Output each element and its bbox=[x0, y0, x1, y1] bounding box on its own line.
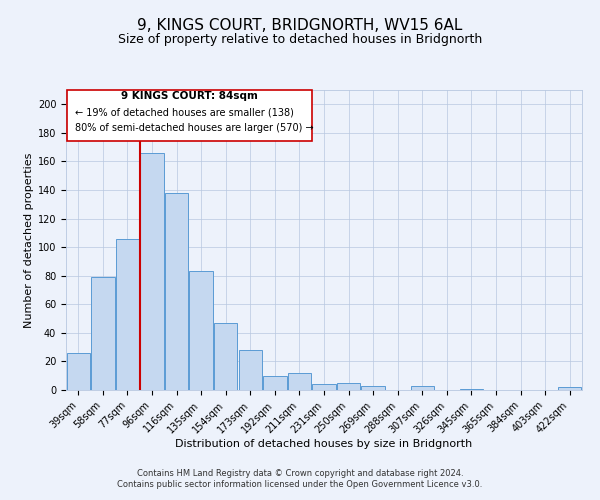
FancyBboxPatch shape bbox=[67, 90, 312, 142]
Bar bbox=[558, 387, 581, 390]
Bar bbox=[263, 376, 287, 390]
Bar bbox=[288, 373, 311, 390]
Bar bbox=[460, 388, 483, 390]
Text: 80% of semi-detached houses are larger (570) →: 80% of semi-detached houses are larger (… bbox=[74, 123, 313, 133]
Bar bbox=[190, 272, 213, 390]
Bar bbox=[361, 386, 385, 390]
Text: Size of property relative to detached houses in Bridgnorth: Size of property relative to detached ho… bbox=[118, 32, 482, 46]
Text: Contains HM Land Registry data © Crown copyright and database right 2024.: Contains HM Land Registry data © Crown c… bbox=[137, 468, 463, 477]
Bar bbox=[239, 350, 262, 390]
Text: Contains public sector information licensed under the Open Government Licence v3: Contains public sector information licen… bbox=[118, 480, 482, 489]
Bar bbox=[165, 193, 188, 390]
Bar bbox=[410, 386, 434, 390]
Bar bbox=[91, 277, 115, 390]
Bar bbox=[116, 238, 139, 390]
Bar bbox=[337, 383, 360, 390]
Y-axis label: Number of detached properties: Number of detached properties bbox=[23, 152, 34, 328]
Text: ← 19% of detached houses are smaller (138): ← 19% of detached houses are smaller (13… bbox=[74, 107, 293, 117]
Text: 9, KINGS COURT, BRIDGNORTH, WV15 6AL: 9, KINGS COURT, BRIDGNORTH, WV15 6AL bbox=[137, 18, 463, 32]
Text: 9 KINGS COURT: 84sqm: 9 KINGS COURT: 84sqm bbox=[121, 92, 258, 102]
Bar bbox=[140, 153, 164, 390]
X-axis label: Distribution of detached houses by size in Bridgnorth: Distribution of detached houses by size … bbox=[175, 439, 473, 449]
Bar bbox=[67, 353, 90, 390]
Bar bbox=[214, 323, 238, 390]
Bar bbox=[313, 384, 335, 390]
